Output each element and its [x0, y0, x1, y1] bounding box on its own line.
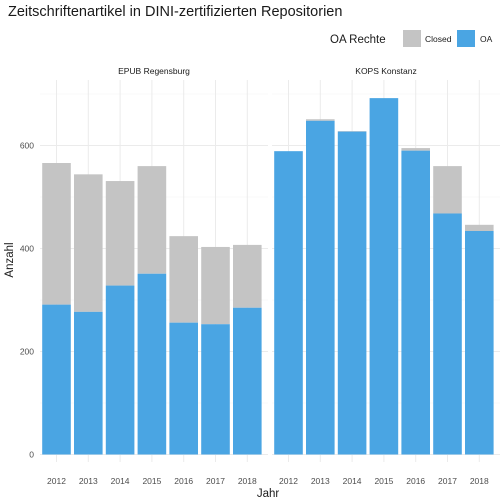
- legend-title: OA Rechte: [330, 34, 386, 46]
- y-axis-title: Anzahl: [4, 242, 16, 277]
- bar-closed-2014: [337, 131, 367, 132]
- x-tick-label: 2015: [374, 476, 393, 486]
- x-tick-label: 2014: [343, 476, 362, 486]
- x-tick-label: 2018: [238, 476, 257, 486]
- x-tick-label: 2013: [79, 476, 98, 486]
- legend-swatch-oa: [457, 30, 475, 47]
- x-tick-label: 2015: [142, 476, 161, 486]
- bar-closed-2015: [137, 166, 167, 274]
- bar-oa-2016: [169, 322, 198, 455]
- panel-0: EPUB Regensburg 2012 2013 2014 2015 2016 2017 2…: [20, 66, 268, 486]
- x-axis-title: Jahr: [257, 488, 280, 500]
- chart-title: Zeitschriftenartikel in DINI-zertifizier…: [8, 4, 342, 20]
- x-tick-label: 2018: [470, 476, 489, 486]
- bar-closed-2012: [42, 163, 71, 305]
- bar-oa-2012: [274, 151, 303, 455]
- y-tick-label: 400: [20, 244, 34, 254]
- x-tick-label: 2016: [174, 476, 193, 486]
- bar-closed-2013: [306, 119, 335, 121]
- bar-closed-2018: [233, 244, 262, 308]
- bar-closed-2013: [74, 174, 103, 312]
- bar-closed-2014: [105, 181, 135, 286]
- bar-oa-2015: [137, 273, 167, 455]
- legend-label-closed: Closed: [425, 34, 452, 44]
- bar-oa-2014: [337, 131, 367, 455]
- bar-oa-2017: [433, 213, 462, 455]
- bar-oa-2014: [105, 285, 135, 455]
- bar-oa-2018: [465, 230, 494, 455]
- y-tick-label: 600: [20, 141, 34, 151]
- bar-closed-2016: [401, 148, 430, 151]
- x-tick-label: 2013: [311, 476, 330, 486]
- panel-1: KOPS Konstanz 2012 2013 2014 2015 2016 2017 201…: [272, 66, 500, 486]
- facet-panels: EPUB Regensburg 2012 2013 2014 2015 2016 2017 2…: [20, 66, 500, 486]
- bar-closed-2016: [169, 236, 198, 323]
- bar-oa-2013: [306, 120, 335, 455]
- x-tick-label: 2017: [206, 476, 225, 486]
- legend-swatch-closed: [403, 30, 421, 47]
- legend-label-oa: OA: [480, 34, 493, 44]
- y-tick-label: 200: [20, 347, 34, 357]
- bar-oa-2018: [233, 307, 262, 455]
- x-tick-label: 2014: [111, 476, 130, 486]
- bar-closed-2018: [465, 224, 494, 231]
- x-tick-label: 2012: [47, 476, 66, 486]
- bar-oa-2013: [74, 311, 103, 455]
- legend: OA Rechte Closed OA: [330, 30, 493, 47]
- facet-label: EPUB Regensburg: [118, 66, 190, 76]
- bar-oa-2017: [201, 324, 230, 455]
- facet-label: KOPS Konstanz: [355, 66, 416, 76]
- bar-oa-2012: [42, 304, 71, 455]
- x-tick-label: 2012: [279, 476, 298, 486]
- y-tick-label: 0: [29, 450, 34, 460]
- bar-oa-2015: [369, 98, 399, 455]
- bar-oa-2016: [401, 150, 430, 455]
- bar-closed-2017: [433, 166, 462, 214]
- x-tick-label: 2016: [406, 476, 425, 486]
- x-tick-label: 2017: [438, 476, 457, 486]
- bar-closed-2017: [201, 246, 230, 325]
